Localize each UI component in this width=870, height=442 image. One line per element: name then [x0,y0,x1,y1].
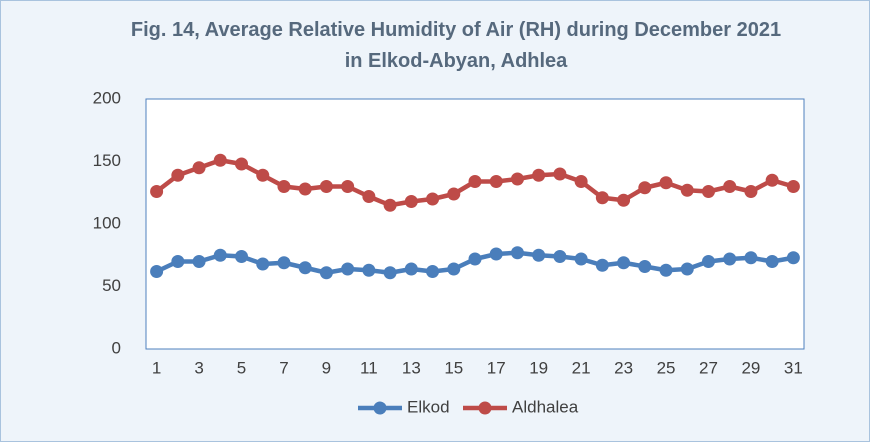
legend-label: Aldhalea [512,397,579,416]
data-point [150,265,164,278]
data-point [362,190,376,203]
data-point [701,185,715,198]
x-tick-label: 21 [572,358,591,377]
x-tick-label: 31 [784,358,803,377]
data-point [447,187,461,201]
plot-area [145,98,805,350]
legend-label: Elkod [407,397,450,416]
data-point [723,180,737,193]
y-tick-label: 0 [112,338,121,357]
data-point [532,168,546,182]
legend-marker [478,401,492,415]
data-point [426,192,440,206]
data-point [468,252,482,266]
data-point [213,153,227,167]
data-point [744,251,758,265]
y-tick-label: 50 [102,276,121,295]
data-point [510,172,524,186]
data-point [256,257,270,271]
data-point [213,248,227,262]
data-point [532,248,546,262]
data-point [680,183,694,197]
legend-marker [373,401,387,415]
y-tick-label: 150 [93,151,121,170]
data-point [298,261,312,275]
data-point [617,256,631,270]
x-tick-label: 17 [487,358,506,377]
data-point [319,266,333,280]
x-tick-label: 1 [152,358,161,377]
x-tick-label: 3 [194,358,203,377]
data-point [277,180,291,193]
x-tick-label: 27 [699,358,718,377]
data-point [383,266,397,280]
data-point [171,168,185,182]
data-point [595,258,609,272]
data-point [744,185,758,198]
data-point [574,175,588,188]
data-point [659,176,673,190]
x-tick-label: 7 [279,358,288,377]
x-tick-label: 19 [529,358,548,377]
data-point [489,175,503,188]
x-tick-label: 23 [614,358,633,377]
data-point [383,198,397,212]
data-point [574,252,588,266]
data-point [319,180,333,193]
data-point [765,255,779,268]
x-tick-label: 29 [741,358,760,377]
data-point [171,255,185,268]
data-point [659,263,673,277]
data-point [150,185,164,198]
data-point [786,180,800,193]
data-point [447,262,461,276]
data-point [235,157,249,171]
data-point [468,175,482,188]
data-point [362,263,376,277]
x-tick-label: 25 [657,358,676,377]
data-point [510,246,524,260]
x-tick-label: 9 [322,358,331,377]
data-point [341,180,355,193]
data-point [638,181,652,195]
data-point [277,256,291,270]
data-point [553,167,567,181]
x-tick-label: 13 [402,358,421,377]
data-point [192,161,206,175]
data-point [723,252,737,266]
data-point [617,193,631,207]
data-point [298,182,312,196]
data-point [192,255,206,268]
chart-title: Fig. 14, Average Relative Humidity of Ai… [130,19,782,72]
data-point [404,195,418,208]
data-point [701,255,715,268]
y-tick-label: 100 [93,213,121,232]
data-point [256,168,270,182]
data-point [426,265,440,278]
data-point [680,262,694,276]
x-tick-label: 5 [237,358,246,377]
data-point [341,262,355,276]
data-point [765,173,779,187]
y-tick-label: 200 [93,88,121,107]
data-point [638,260,652,273]
data-point [553,250,567,263]
data-point [489,247,503,261]
data-point [235,250,249,263]
x-tick-label: 15 [444,358,463,377]
data-point [786,251,800,265]
x-tick-label: 11 [360,358,378,377]
data-point [404,262,418,276]
data-point [595,191,609,205]
